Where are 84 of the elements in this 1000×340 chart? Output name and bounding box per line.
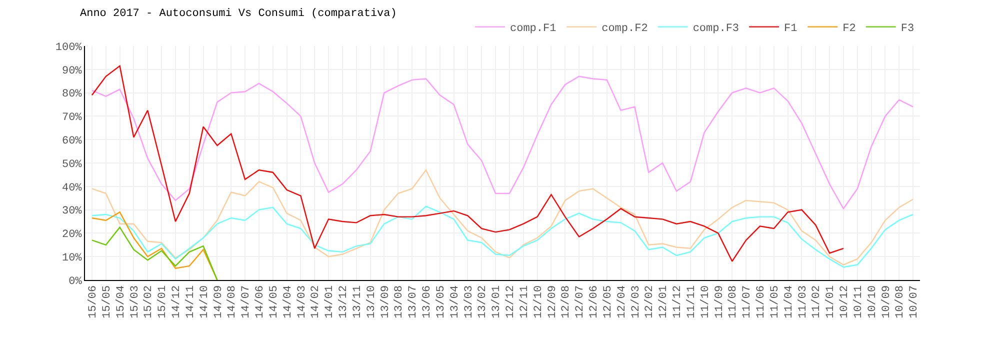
line-series <box>91 169 914 266</box>
x-tick-label: 11/11 <box>686 285 698 318</box>
x-tick-label: 15/01 <box>157 285 170 318</box>
x-tick-label: 10/12 <box>839 285 852 318</box>
x-tick-label: 15/04 <box>115 285 128 318</box>
x-tick-label: 14/11 <box>184 285 197 318</box>
x-tick-label: 11/09 <box>714 285 726 318</box>
x-tick-label: 14/08 <box>226 285 239 318</box>
legend-label: F3 <box>900 23 914 36</box>
x-tick-label: 14/12 <box>171 285 184 318</box>
x-tick-label: 13/04 <box>449 285 462 318</box>
x-tick-label: 14/05 <box>268 285 280 318</box>
y-tick-label: 0% <box>68 276 82 288</box>
line-series <box>91 206 914 268</box>
x-tick-label: 15/05 <box>101 285 114 318</box>
x-tick-label: 14/06 <box>254 285 267 318</box>
x-tick-label: 14/03 <box>296 285 308 318</box>
x-tick-label: 10/10 <box>866 285 879 318</box>
x-tick-label: 10/11 <box>852 285 865 318</box>
line-series <box>91 226 218 280</box>
x-tick-label: 13/08 <box>394 285 406 318</box>
x-tick-label: 14/01 <box>324 285 336 318</box>
y-tick-label: 90% <box>62 65 82 78</box>
legend-label: comp.F3 <box>692 23 740 36</box>
x-tick-label: 13/03 <box>463 285 476 318</box>
x-tick-label: 11/08 <box>728 285 740 318</box>
y-tick-label: 20% <box>62 229 82 242</box>
x-tick-label: 13/11 <box>352 285 364 318</box>
chart-title: Anno 2017 - Autoconsumi Vs Consumi (comparativa) <box>80 8 397 20</box>
y-tick-label: 60% <box>62 135 82 148</box>
x-tick-label: 14/02 <box>310 285 322 318</box>
x-tick-label: 11/05 <box>769 285 782 318</box>
y-tick-label: 40% <box>62 182 82 194</box>
x-tick-label: 10/07 <box>908 285 921 318</box>
x-tick-label: 13/07 <box>408 285 420 318</box>
x-tick-label: 12/07 <box>574 285 587 318</box>
x-tick-label: 12/02 <box>644 285 656 318</box>
legend-label: F1 <box>784 23 798 36</box>
x-tick-label: 11/04 <box>783 285 796 318</box>
x-tick-label: 13/02 <box>477 285 490 318</box>
x-tick-label: 11/07 <box>742 285 754 318</box>
x-tick-label: 12/03 <box>630 285 642 318</box>
x-tick-label: 13/12 <box>338 285 350 318</box>
line-series <box>91 212 218 280</box>
x-tick-label: 11/12 <box>672 285 684 318</box>
x-tick-label: 13/01 <box>491 285 504 318</box>
x-tick-label: 11/01 <box>825 285 838 318</box>
x-tick-label: 11/02 <box>811 285 824 318</box>
x-tick-label: 14/10 <box>198 285 211 318</box>
y-tick-label: 10% <box>62 252 82 264</box>
x-tick-label: 12/12 <box>505 285 518 318</box>
x-tick-label: 14/09 <box>212 285 225 318</box>
x-tick-label: 13/05 <box>435 285 448 318</box>
x-tick-label: 12/06 <box>588 285 601 318</box>
x-tick-label: 14/07 <box>240 285 253 318</box>
x-tick-label: 15/02 <box>143 285 156 318</box>
legend-label: comp.F2 <box>602 23 648 36</box>
x-tick-label: 13/06 <box>422 285 434 318</box>
y-tick-label: 100% <box>55 42 82 54</box>
x-tick-label: 10/09 <box>880 285 893 318</box>
x-tick-label: 15/03 <box>129 285 142 318</box>
x-tick-label: 12/01 <box>658 285 670 318</box>
x-tick-label: 12/11 <box>518 285 531 318</box>
legend-label: comp.F1 <box>510 23 557 36</box>
x-tick-label: 12/05 <box>602 285 614 318</box>
y-tick-label: 80% <box>62 88 82 101</box>
x-tick-label: 11/06 <box>756 285 768 318</box>
x-tick-label: 12/08 <box>560 285 573 318</box>
legend-label: F2 <box>842 23 856 36</box>
x-tick-label: 12/09 <box>546 285 559 318</box>
x-tick-label: 13/09 <box>380 285 392 318</box>
line-series <box>91 76 914 210</box>
x-tick-label: 12/04 <box>616 285 628 318</box>
x-tick-label: 11/03 <box>797 285 810 318</box>
y-tick-label: 50% <box>62 158 82 171</box>
x-tick-label: 13/10 <box>366 285 378 318</box>
x-tick-label: 12/10 <box>532 285 545 318</box>
x-tick-label: 11/10 <box>700 285 712 318</box>
x-tick-label: 14/04 <box>282 285 294 318</box>
x-tick-label: 15/06 <box>88 285 100 318</box>
y-tick-label: 70% <box>62 112 82 124</box>
line-series <box>91 65 844 262</box>
x-tick-label: 10/08 <box>894 285 907 318</box>
y-tick-label: 30% <box>62 206 82 218</box>
